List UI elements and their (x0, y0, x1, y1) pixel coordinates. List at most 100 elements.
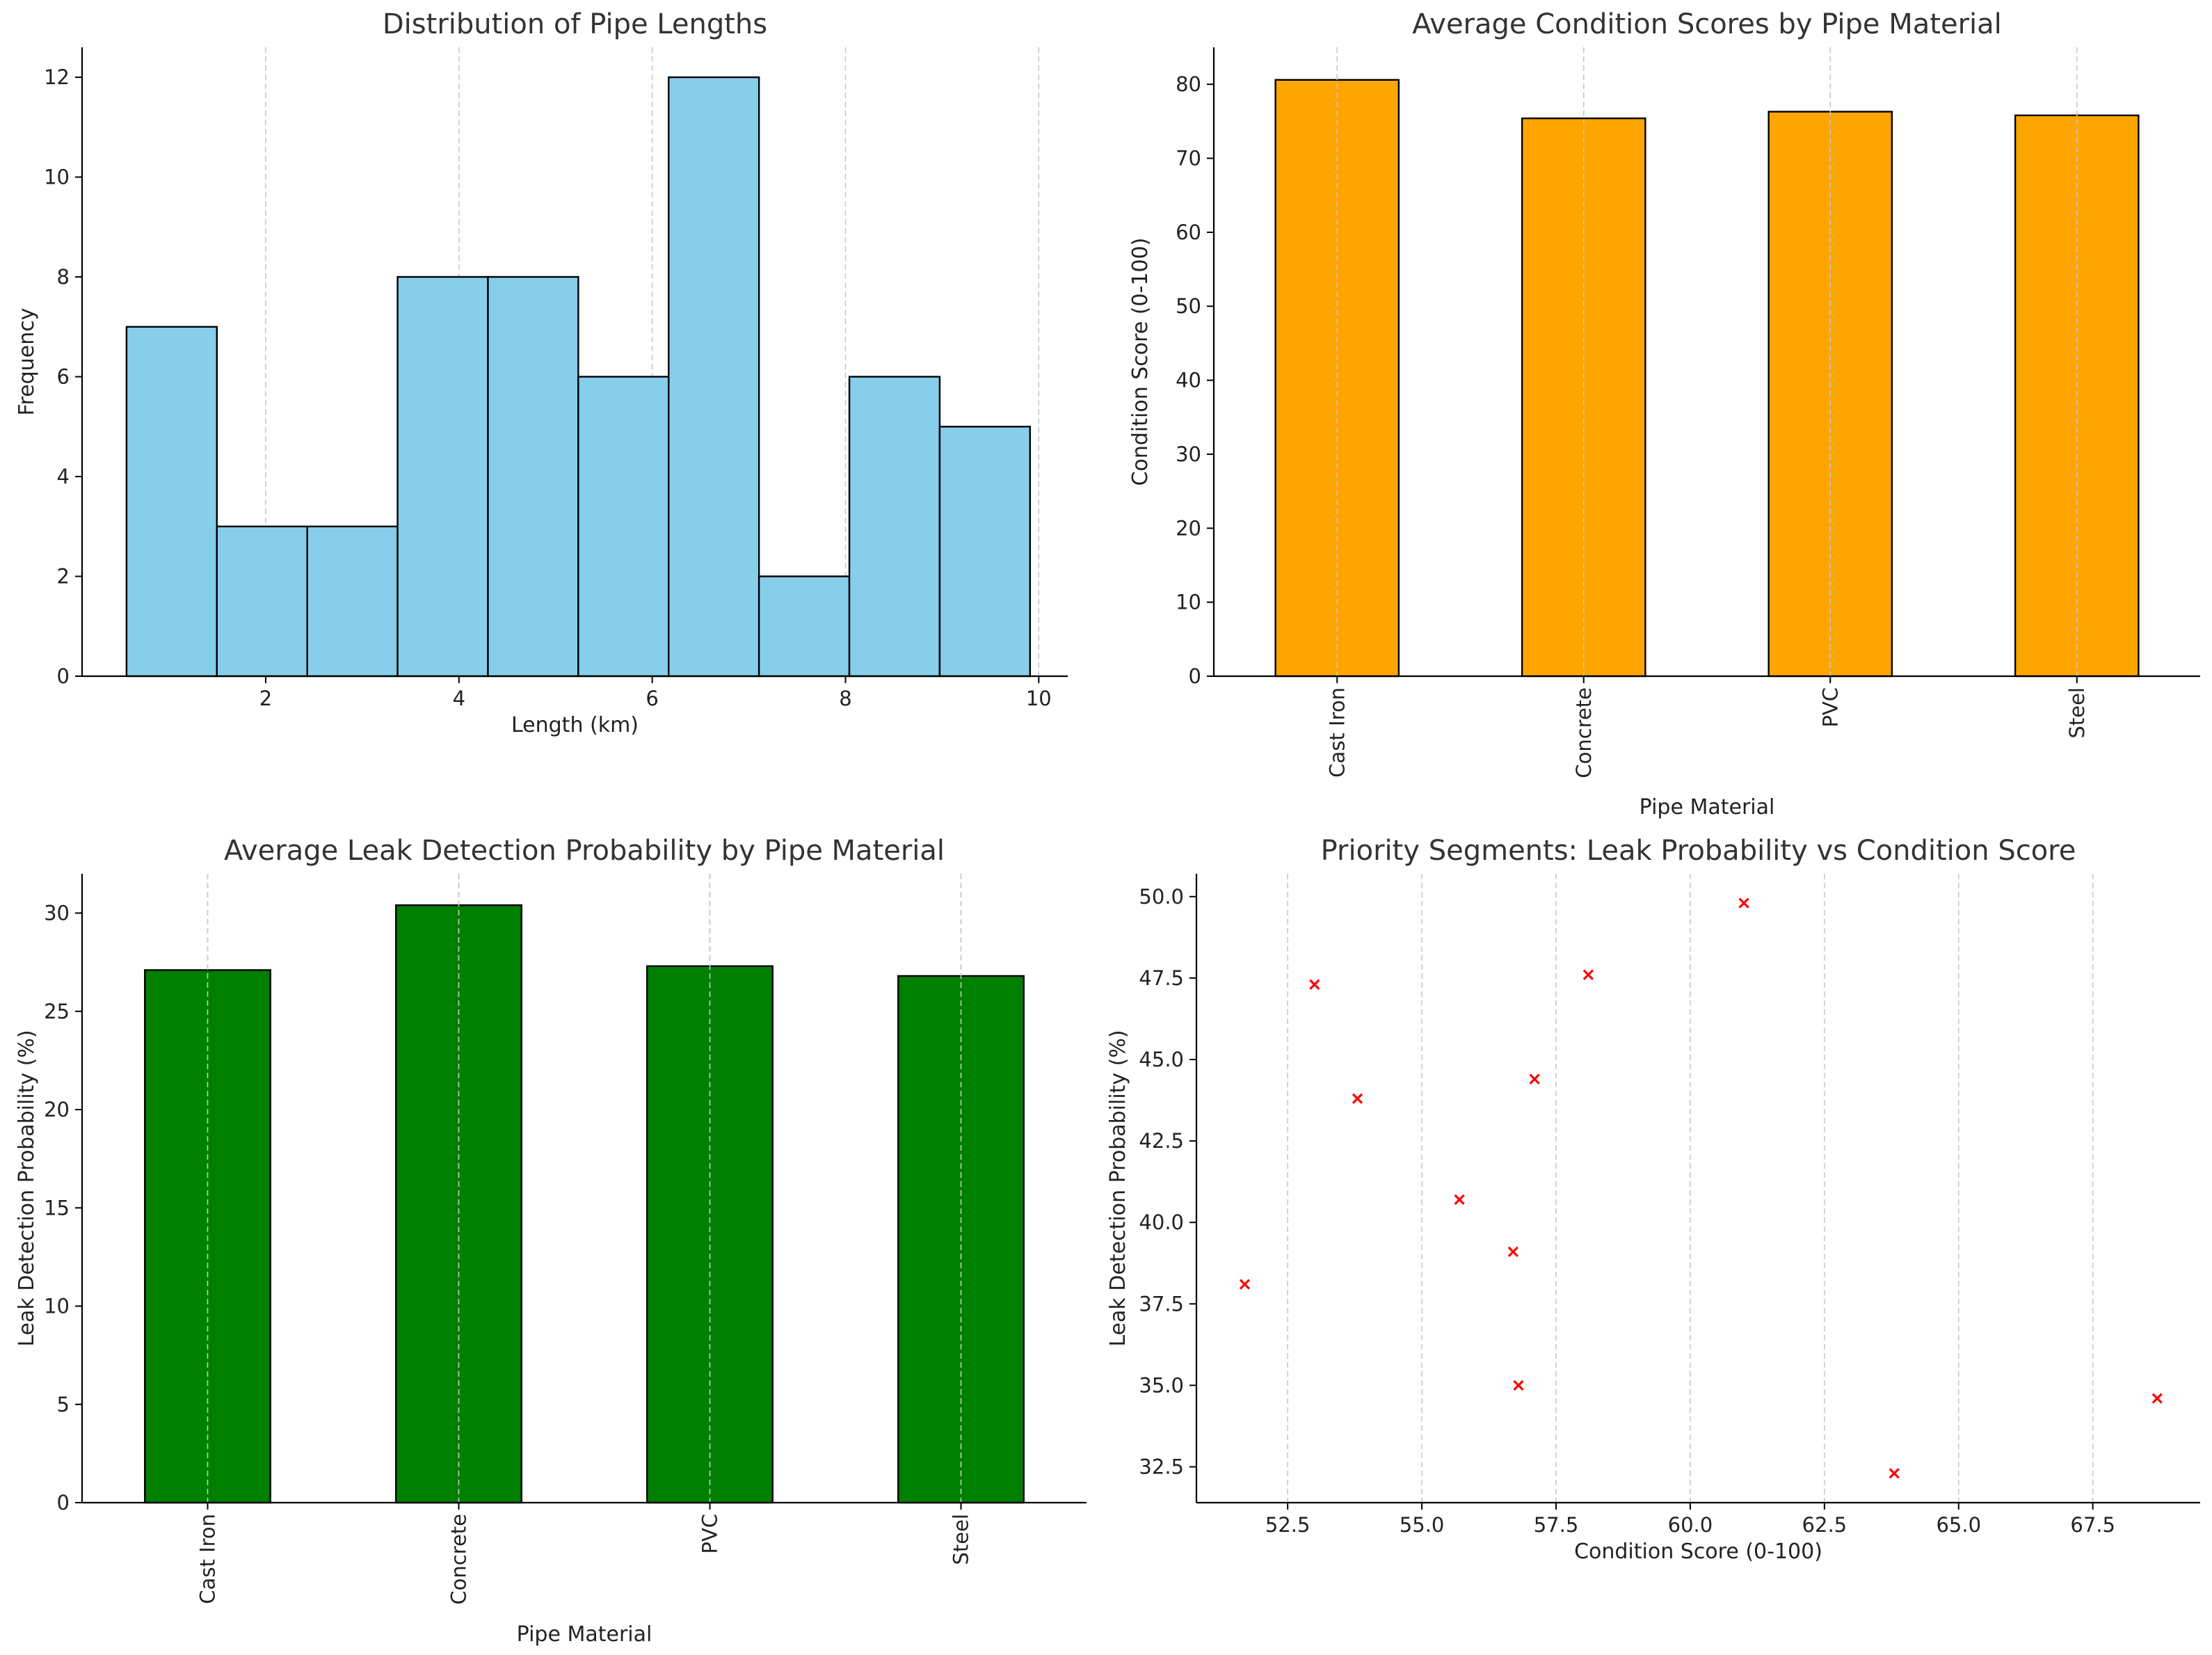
chart-title: Priority Segments: Leak Probability vs C… (1321, 835, 2076, 867)
x-tick-label: PVC (1818, 687, 1842, 728)
scatter-point-stroke (1513, 1380, 1524, 1391)
x-tick-label: 52.5 (1265, 1513, 1311, 1537)
y-ticks: 0 10 20 30 40 50 60 70 80 (1176, 72, 1214, 688)
scatter-point-stroke (1454, 1194, 1465, 1206)
y-axis-label: Frequency (15, 308, 39, 416)
x-gridlines (1336, 47, 2078, 676)
y-tick-label: 70 (1176, 147, 1201, 170)
chart-title: Distribution of Pipe Lengths (383, 8, 767, 40)
y-axis-label: Leak Detection Probability (%) (1106, 1030, 1130, 1346)
chart-panel-4: 52.5 55.0 57.5 60.0 62.5 65.0 67.5 32.5 35.0 37.5… (1106, 835, 2200, 1564)
histogram-bar (938, 426, 1032, 678)
x-tick-label: 4 (453, 687, 465, 710)
x-tick-label: Steel (949, 1514, 973, 1565)
y-tick-label: 30 (1176, 442, 1201, 466)
histogram-bar (758, 575, 851, 678)
y-tick-label: 20 (44, 1098, 70, 1121)
y-ticks: 32.5 35.0 37.5 40.0 42.5 45.0 47.5 50.0 (1139, 885, 1196, 1478)
data-marks (125, 76, 1032, 678)
y-tick-label: 80 (1176, 72, 1201, 96)
scatter-point-stroke (1239, 1279, 1251, 1290)
chart-title: Average Condition Scores by Pipe Materia… (1412, 8, 2002, 40)
y-tick-label: 10 (44, 166, 70, 189)
x-axis-label: Pipe Material (517, 1622, 652, 1647)
scatter-point (1529, 1073, 1540, 1085)
x-tick-label: 67.5 (2070, 1513, 2115, 1537)
y-tick-label: 4 (57, 465, 70, 488)
x-gridlines (1287, 874, 2094, 1503)
x-ticks: Cast Iron Concrete PVC Steel (196, 1503, 973, 1605)
x-axis-label: Length (km) (511, 713, 639, 737)
y-ticks: 0 5 10 15 20 25 30 (44, 902, 82, 1514)
x-ticks: 52.5 55.0 57.5 60.0 62.5 65.0 67.5 (1265, 1503, 2115, 1537)
x-axis-label: Condition Score (0-100) (1574, 1540, 1822, 1564)
histogram-bar (848, 376, 941, 678)
x-tick-label: Cast Iron (1325, 687, 1349, 778)
scatter-point (1513, 1380, 1524, 1391)
scatter-point-stroke (1738, 897, 1749, 909)
y-tick-label: 10 (1176, 591, 1201, 614)
x-tick-label: 2 (259, 687, 272, 710)
y-tick-label: 0 (57, 664, 70, 688)
y-tick-label: 32.5 (1139, 1455, 1184, 1478)
scatter-point (1454, 1194, 1465, 1206)
histogram-bar (125, 326, 218, 678)
x-tick-label: 55.0 (1400, 1513, 1445, 1537)
y-tick-label: 10 (44, 1295, 70, 1318)
y-tick-label: 2 (57, 565, 70, 589)
y-tick-label: 25 (44, 1000, 70, 1023)
y-tick-label: 50 (1176, 294, 1201, 318)
x-axis-label: Pipe Material (1640, 795, 1775, 819)
scatter-point-stroke (1529, 1073, 1540, 1085)
scatter-point (1309, 979, 1320, 990)
scatter-point-stroke (1309, 979, 1320, 990)
x-tick-label: 8 (839, 687, 851, 710)
histogram-bar (306, 525, 399, 678)
data-marks (144, 874, 1025, 1504)
x-tick-label: Concrete (447, 1514, 471, 1605)
x-tick-label: Concrete (1572, 687, 1596, 778)
x-tick-label: Steel (2065, 687, 2089, 739)
x-tick-label: PVC (698, 1514, 722, 1554)
x-tick-label: 57.5 (1534, 1513, 1579, 1537)
scatter-point (1239, 1279, 1251, 1290)
y-tick-label: 40.0 (1139, 1210, 1184, 1234)
y-tick-label: 6 (57, 365, 70, 389)
x-gridlines (207, 874, 962, 1503)
x-ticks: 2 4 6 8 10 (259, 676, 1052, 710)
x-tick-label: 10 (1026, 687, 1052, 710)
y-tick-label: 37.5 (1139, 1292, 1184, 1316)
y-tick-label: 15 (44, 1196, 70, 1220)
histogram-bar (668, 76, 760, 678)
scatter-point-stroke (1889, 1468, 1900, 1479)
scatter-point (1352, 1093, 1363, 1104)
y-tick-label: 30 (44, 902, 70, 925)
scatter-point-stroke (2151, 1393, 2163, 1404)
x-ticks: Cast Iron Concrete PVC Steel (1325, 676, 2089, 778)
scatter-point (2151, 1393, 2163, 1404)
scatter-point-stroke (1352, 1093, 1363, 1104)
histogram-bar (216, 525, 308, 678)
y-ticks: 0 2 4 6 8 10 12 (44, 65, 82, 688)
histogram-bar (577, 376, 670, 678)
chart-panel-3: Cast Iron Concrete PVC Steel 0 5 10 15 20 25 30 Ave… (15, 835, 1087, 1647)
x-tick-label: 6 (646, 687, 658, 710)
chart-panel-2: Cast Iron Concrete PVC Steel 0 10 20 30 40 50 60 70… (1128, 8, 2200, 819)
data-marks (1274, 47, 2140, 678)
x-gridlines (265, 47, 1040, 676)
chart-title: Average Leak Detection Probability by Pi… (224, 835, 945, 867)
scatter-point-stroke (1507, 1246, 1518, 1257)
x-tick-label: 65.0 (1936, 1513, 1981, 1537)
y-tick-label: 0 (57, 1491, 70, 1514)
y-tick-label: 0 (1189, 664, 1201, 688)
y-tick-label: 40 (1176, 369, 1201, 392)
y-tick-label: 60 (1176, 221, 1201, 244)
data-marks (1239, 897, 2163, 1479)
y-tick-label: 42.5 (1139, 1129, 1184, 1153)
scatter-point (1507, 1246, 1518, 1257)
x-tick-label: 62.5 (1802, 1513, 1848, 1537)
scatter-point (1582, 969, 1594, 980)
y-tick-label: 12 (44, 65, 70, 89)
y-axis-label: Condition Score (0-100) (1128, 238, 1153, 486)
y-tick-label: 47.5 (1139, 966, 1184, 990)
